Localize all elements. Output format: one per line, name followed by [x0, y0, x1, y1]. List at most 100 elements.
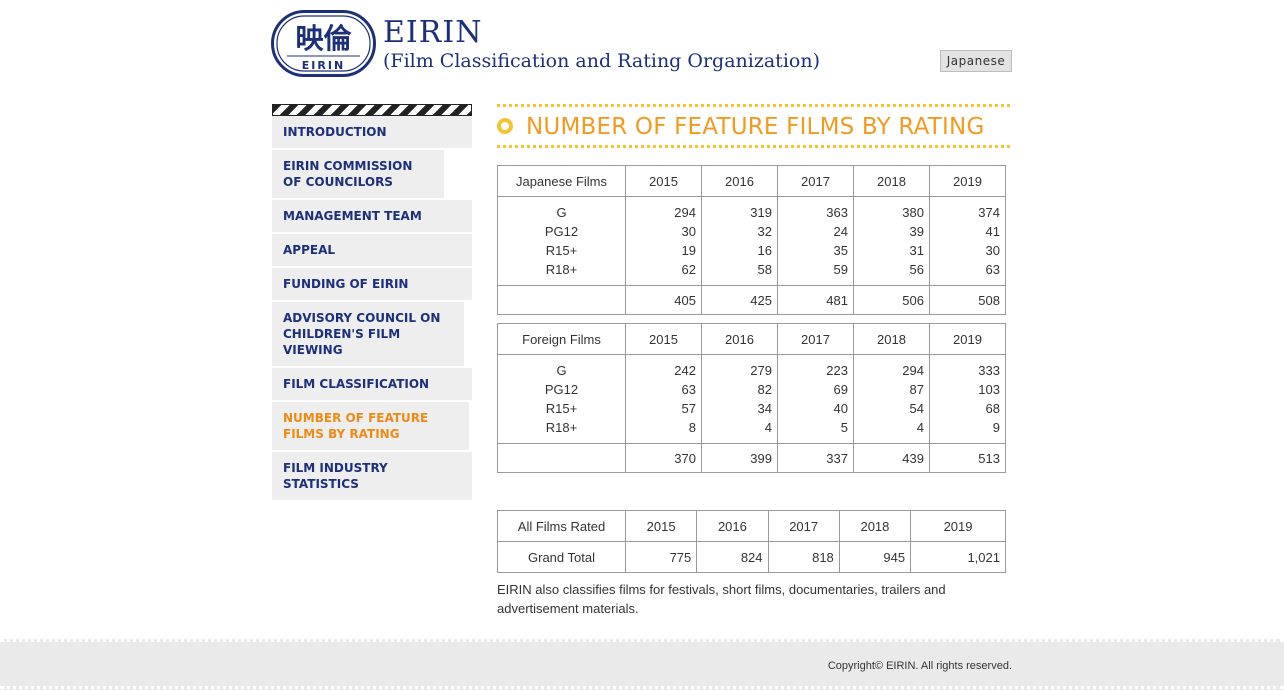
total-value: 439	[853, 443, 930, 473]
cell-value: 4	[916, 420, 924, 435]
cell-value: 30	[681, 224, 696, 239]
sidebar-item-appeal[interactable]: APPEAL	[272, 234, 472, 268]
sidebar-item-management-team[interactable]: MANAGEMENT TEAM	[272, 200, 472, 234]
footer: Copyright© EIRIN. All rights reserved.	[0, 639, 1284, 690]
sidebar-item-funding[interactable]: FUNDING OF EIRIN	[272, 268, 472, 302]
japanese-language-button[interactable]: Japanese	[940, 50, 1012, 72]
all-films-table: All Films Rated 2015 2016 2017 2018 2019…	[497, 510, 1006, 573]
sidebar-item-commission-of-councilors[interactable]: EIRIN COMMISSION OF COUNCILORS	[272, 150, 444, 200]
total-value: 1,021	[910, 541, 1006, 573]
total-value: 506	[853, 285, 930, 315]
cell-value: 41	[985, 224, 1000, 239]
total-row: 405 425 481 506 508	[497, 285, 1006, 315]
cell-value: 57	[681, 401, 696, 416]
cell-value: 24	[833, 224, 848, 239]
table-header: Foreign Films	[497, 323, 626, 355]
year-header: 2019	[929, 323, 1006, 355]
svg-text:EIRIN: EIRIN	[302, 59, 345, 72]
page-title: NUMBER OF FEATURE FILMS BY RATING	[526, 114, 985, 140]
year-header: 2019	[910, 510, 1006, 542]
rating-labels: G PG12 R15+ R18+	[497, 354, 626, 444]
cell-value: 58	[757, 262, 772, 277]
rating-label: R15+	[545, 243, 578, 258]
cell-value: 380	[902, 205, 924, 220]
sidebar-nav: INTRODUCTION EIRIN COMMISSION OF COUNCIL…	[272, 104, 472, 502]
page-title-bar: NUMBER OF FEATURE FILMS BY RATING	[497, 104, 1010, 148]
year-header: 2017	[777, 323, 854, 355]
total-value: 824	[696, 541, 769, 573]
sidebar-item-introduction[interactable]: INTRODUCTION	[272, 116, 472, 150]
year-values: 242 63 57 8	[625, 354, 702, 444]
year-values: 319 32 16 58	[701, 196, 778, 286]
table-header-row: Japanese Films 2015 2016 2017 2018 2019	[497, 165, 1006, 197]
year-header: 2017	[767, 510, 840, 542]
total-label	[497, 285, 626, 315]
sidebar-item-number-of-feature-films[interactable]: NUMBER OF FEATURE FILMS BY RATING	[272, 402, 469, 452]
rating-label: PG12	[544, 382, 579, 397]
sidebar-item-advisory-council[interactable]: ADVISORY COUNCIL ON CHILDREN'S FILM VIEW…	[272, 302, 464, 368]
main-content: NUMBER OF FEATURE FILMS BY RATING Japane…	[497, 104, 1010, 616]
cell-value: 294	[674, 205, 696, 220]
cell-value: 62	[681, 262, 696, 277]
cell-value: 35	[833, 243, 848, 258]
year-header: 2018	[853, 165, 930, 197]
total-value: 775	[624, 541, 698, 573]
year-header: 2016	[701, 323, 778, 355]
cell-value: 31	[909, 243, 924, 258]
rating-label: G	[556, 205, 567, 220]
total-value: 370	[625, 443, 702, 473]
year-header: 2015	[625, 165, 702, 197]
total-value: 399	[701, 443, 778, 473]
cell-value: 294	[902, 363, 924, 378]
cell-value: 39	[909, 224, 924, 239]
total-label	[497, 443, 626, 473]
year-values: 279 82 34 4	[701, 354, 778, 444]
cell-value: 32	[757, 224, 772, 239]
cell-value: 374	[978, 205, 1000, 220]
cell-value: 9	[992, 420, 1000, 435]
cell-value: 87	[909, 382, 924, 397]
rating-label: R18+	[545, 420, 578, 435]
foreign-films-table: Foreign Films 2015 2016 2017 2018 2019 G…	[497, 323, 1006, 473]
footer-dotted-border	[0, 639, 1284, 646]
cell-value: 82	[757, 382, 772, 397]
japanese-films-table: Japanese Films 2015 2016 2017 2018 2019 …	[497, 165, 1006, 315]
total-value: 481	[777, 285, 854, 315]
rating-label: R18+	[545, 262, 578, 277]
cell-value: 223	[826, 363, 848, 378]
sidebar-item-film-classification[interactable]: FILM CLASSIFICATION	[272, 368, 472, 402]
cell-value: 34	[757, 401, 772, 416]
year-values: 294 87 54 4	[853, 354, 930, 444]
year-header: 2018	[853, 323, 930, 355]
rating-label: PG12	[544, 224, 579, 239]
cell-value: 56	[909, 262, 924, 277]
cell-value: 103	[978, 382, 1000, 397]
total-value: 945	[838, 541, 912, 573]
year-values: 333 103 68 9	[929, 354, 1006, 444]
year-header: 2017	[777, 165, 854, 197]
table-header: All Films Rated	[497, 510, 626, 542]
grand-total-row: Grand Total 775 824 818 945 1,021	[497, 541, 1006, 573]
grand-total-label: Grand Total	[497, 541, 626, 573]
sidebar-item-film-industry-statistics[interactable]: FILM INDUSTRY STATISTICS	[272, 452, 472, 502]
table-header-row: Foreign Films 2015 2016 2017 2018 2019	[497, 323, 1006, 355]
cell-value: 16	[757, 243, 772, 258]
cell-value: 54	[909, 401, 924, 416]
year-values: 223 69 40 5	[777, 354, 854, 444]
year-header: 2015	[625, 323, 702, 355]
total-value: 818	[767, 541, 840, 573]
cell-value: 69	[833, 382, 848, 397]
rating-labels: G PG12 R15+ R18+	[497, 196, 626, 286]
rating-label: G	[556, 363, 567, 378]
cell-value: 5	[840, 420, 848, 435]
cell-value: 8	[688, 420, 696, 435]
total-value: 337	[777, 443, 854, 473]
cell-value: 63	[985, 262, 1000, 277]
eirin-logo[interactable]: 映倫 EIRIN	[271, 10, 376, 77]
total-value: 513	[929, 443, 1006, 473]
svg-text:映倫: 映倫	[295, 22, 352, 55]
circle-bullet-icon	[497, 118, 513, 134]
rating-label: R15+	[545, 401, 578, 416]
total-value: 508	[929, 285, 1006, 315]
